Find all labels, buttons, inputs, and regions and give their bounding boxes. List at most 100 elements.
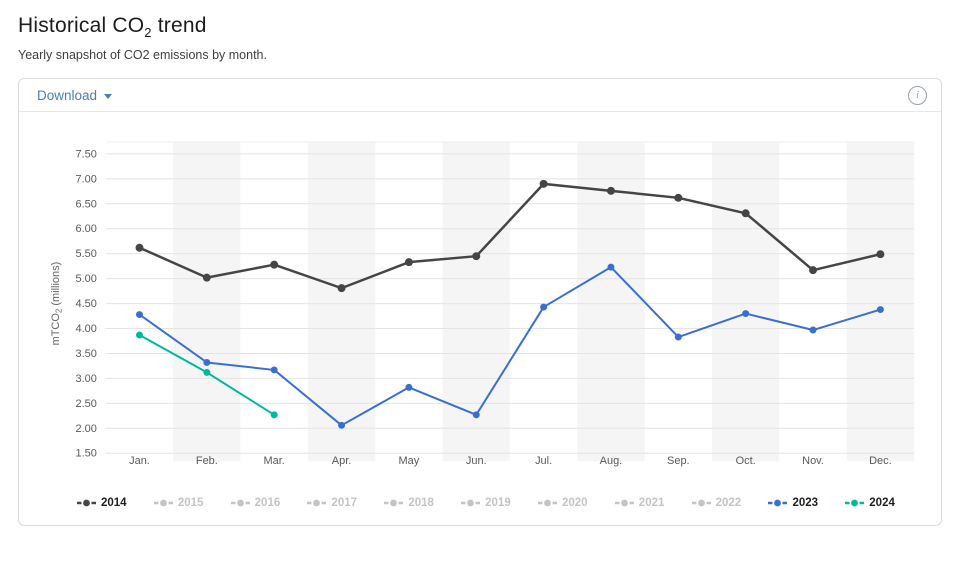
data-point[interactable]: [405, 384, 413, 392]
x-tick-label: Oct.: [736, 455, 756, 467]
data-point[interactable]: [338, 422, 346, 429]
data-point[interactable]: [540, 303, 548, 311]
legend-label: 2015: [177, 497, 204, 510]
data-point[interactable]: [136, 331, 143, 339]
legend-marker-icon: [461, 499, 481, 507]
data-point[interactable]: [809, 326, 817, 334]
y-axis-title: mTCO2 (millions): [50, 262, 63, 346]
x-tick-label: Dec.: [869, 455, 892, 467]
y-tick-label: 2.00: [75, 423, 96, 435]
series-2024: [136, 331, 278, 419]
data-point[interactable]: [674, 194, 683, 202]
x-tick-label: Jan.: [129, 455, 150, 467]
legend-marker-icon: [230, 499, 250, 507]
data-point[interactable]: [741, 209, 750, 218]
y-tick-label: 3.50: [75, 348, 96, 360]
data-point[interactable]: [674, 333, 682, 341]
download-label: Download: [37, 87, 98, 103]
legend-item-2015[interactable]: 2015: [153, 497, 204, 510]
x-tick-label: Aug.: [600, 455, 623, 467]
legend-marker-icon: [845, 499, 865, 507]
data-point[interactable]: [809, 266, 818, 275]
toolbar: Download i: [19, 79, 941, 113]
data-point[interactable]: [472, 411, 480, 419]
data-point[interactable]: [472, 252, 481, 261]
y-tick-label: 2.50: [75, 398, 96, 410]
x-tick-label: Mar.: [264, 455, 285, 467]
legend-label: 2014: [101, 497, 127, 510]
legend-marker-icon: [77, 499, 96, 507]
y-tick-label: 3.00: [75, 373, 96, 385]
x-tick-label: Feb.: [196, 455, 218, 467]
legend-marker-icon: [614, 499, 634, 507]
legend-label: 2021: [638, 497, 665, 510]
legend-item-2018[interactable]: 2018: [384, 497, 434, 509]
legend-marker-icon: [153, 499, 173, 507]
y-tick-label: 6.00: [75, 223, 96, 235]
series-2023: [136, 263, 884, 429]
data-point[interactable]: [203, 359, 211, 367]
y-tick-label: 4.00: [75, 323, 96, 335]
x-tick-label: Sep.: [667, 455, 690, 467]
y-tick-label: 1.50: [75, 448, 96, 460]
legend-label: 2017: [331, 497, 358, 510]
data-point[interactable]: [203, 369, 211, 377]
legend-label: 2018: [408, 497, 434, 510]
data-point[interactable]: [876, 306, 884, 314]
chart-panel: Download i 7.50 7.00 6.50 6.00 5.50 5.00 4.50 4…: [18, 78, 942, 527]
legend-label: 2020: [561, 497, 588, 510]
data-point[interactable]: [270, 411, 278, 419]
y-tick-label: 7.00: [75, 174, 96, 186]
data-point[interactable]: [135, 243, 144, 252]
x-tick-label: Nov.: [802, 455, 824, 467]
data-point[interactable]: [539, 180, 548, 189]
y-tick-label: 4.50: [75, 298, 96, 310]
info-icon[interactable]: i: [908, 85, 927, 105]
legend-marker-icon: [691, 499, 711, 507]
legend-item-2014[interactable]: 2014: [77, 497, 127, 509]
x-tick-label: May: [399, 455, 420, 467]
legend-item-2019[interactable]: 2019: [461, 497, 511, 509]
data-point[interactable]: [136, 311, 143, 319]
page-subtitle: Yearly snapshot of CO2 emissions by mont…: [18, 48, 267, 63]
legend-label: 2016: [254, 497, 281, 510]
data-point[interactable]: [270, 366, 278, 374]
data-point[interactable]: [202, 273, 211, 282]
x-tick-label: Jun.: [466, 455, 487, 467]
legend-item-2023[interactable]: 2023: [768, 497, 818, 509]
line-chart: 7.50 7.00 6.50 6.00 5.50 5.00 4.50 4.00 3.50 3.00…: [50, 141, 915, 467]
y-tick-label: 5.50: [75, 248, 96, 260]
legend-marker-icon: [384, 499, 404, 507]
data-point[interactable]: [404, 258, 413, 267]
download-button[interactable]: Download: [33, 86, 116, 105]
legend-label: 2023: [792, 497, 819, 510]
legend-marker-icon: [307, 499, 327, 507]
legend-item-2024[interactable]: 2024: [845, 497, 895, 509]
legend-item-2021[interactable]: 2021: [614, 497, 665, 510]
legend-marker-icon: [537, 499, 557, 507]
y-tick-label: 7.50: [75, 149, 96, 161]
legend-label: 2019: [485, 497, 511, 510]
data-point[interactable]: [270, 260, 279, 269]
legend-item-2020[interactable]: 2020: [537, 497, 588, 510]
page-title: Historical CO2 trend: [18, 14, 207, 41]
legend-item-2017[interactable]: 2017: [307, 497, 357, 509]
series-2014: [135, 180, 885, 293]
data-point[interactable]: [337, 284, 346, 293]
chart-area: 7.50 7.00 6.50 6.00 5.50 5.00 4.50 4.00 3.50 3.00…: [19, 112, 941, 525]
x-tick-label: Apr.: [332, 455, 352, 467]
data-point[interactable]: [606, 187, 615, 196]
y-tick-label: 6.50: [75, 198, 96, 210]
legend-item-2016[interactable]: 2016: [230, 497, 281, 510]
legend-item-2022[interactable]: 2022: [691, 497, 742, 510]
legend-label: 2022: [715, 497, 742, 510]
data-point[interactable]: [876, 250, 885, 259]
legend-marker-icon: [768, 499, 788, 507]
chart-legend: 2014 2015 2016 2017 2018 2019 2020 2021 2022 2023…: [19, 497, 941, 509]
data-point[interactable]: [742, 310, 750, 318]
y-tick-label: 5.00: [75, 273, 96, 285]
data-point[interactable]: [607, 263, 615, 271]
legend-label: 2024: [869, 497, 895, 510]
chevron-down-icon: [104, 93, 113, 99]
